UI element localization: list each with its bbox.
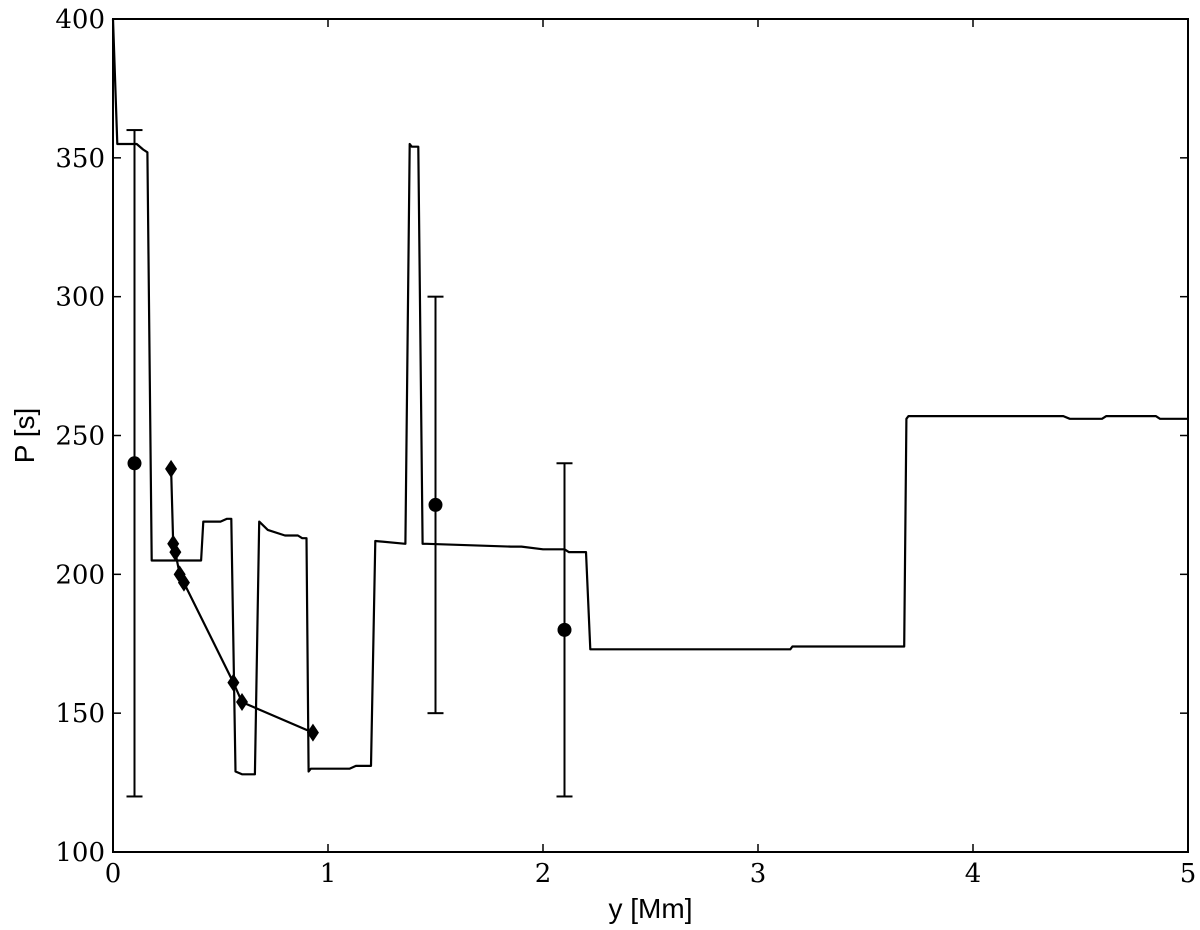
x-tick-label: 0 [105,859,122,889]
diamond-marker [227,673,240,692]
y-tick-label: 100 [55,838,105,868]
data-point [127,456,142,471]
x-tick-label: 4 [965,859,982,889]
y-tick-label: 250 [55,422,105,452]
y-tick-label: 300 [55,283,105,313]
y-tick-label: 150 [55,699,105,729]
x-tick-label: 3 [750,859,767,889]
diamond-marker [236,693,248,712]
y-axis-label: P [s] [9,408,40,464]
diamond-marker [306,723,319,742]
data-point [428,497,443,512]
plot-frame [112,18,1189,853]
diamond-marker [169,543,182,562]
x-tick-label: 5 [1180,859,1197,889]
data-point [557,622,572,637]
chart-marks [111,18,1188,798]
y-tick-label: 350 [55,144,105,174]
diamond-marker [177,573,190,592]
y-tick-label: 400 [55,5,105,35]
series-line-period-profile [111,18,1188,776]
series-line-diamond [170,468,314,734]
x-tick-label: 2 [535,859,552,889]
diamond-marker [165,459,178,478]
x-tick-label: 1 [320,859,337,889]
y-tick-label: 200 [55,560,105,590]
axis-ticks: 0 1 2 3 4 5 100 150 200 250 300 350 400 [55,5,1196,889]
x-axis-label: y [Mm] [609,893,693,924]
